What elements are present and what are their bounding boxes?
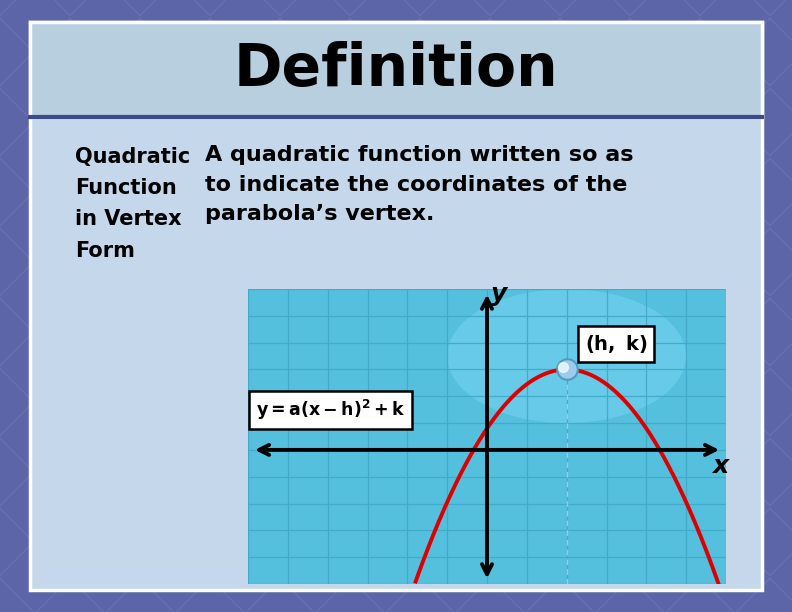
- Text: Definition: Definition: [234, 41, 558, 98]
- Point: [560, 365, 573, 375]
- Ellipse shape: [447, 289, 686, 423]
- Text: y: y: [491, 282, 507, 307]
- FancyBboxPatch shape: [30, 22, 762, 590]
- Text: A quadratic function written so as
to indicate the coordinates of the
parabola’s: A quadratic function written so as to in…: [205, 145, 634, 224]
- Point: [556, 362, 569, 371]
- Text: x: x: [712, 454, 728, 478]
- FancyBboxPatch shape: [30, 22, 762, 117]
- Text: $\mathbf{y = a(x-h)^2+k}$: $\mathbf{y = a(x-h)^2+k}$: [256, 398, 406, 422]
- Text: Quadratic
Function
in Vertex
Form: Quadratic Function in Vertex Form: [75, 147, 190, 261]
- Text: $\mathbf{(h,\ k)}$: $\mathbf{(h,\ k)}$: [584, 333, 647, 355]
- Text: Vertex at $\mathbf{(h,\ k)}$: Vertex at $\mathbf{(h,\ k)}$: [491, 334, 649, 354]
